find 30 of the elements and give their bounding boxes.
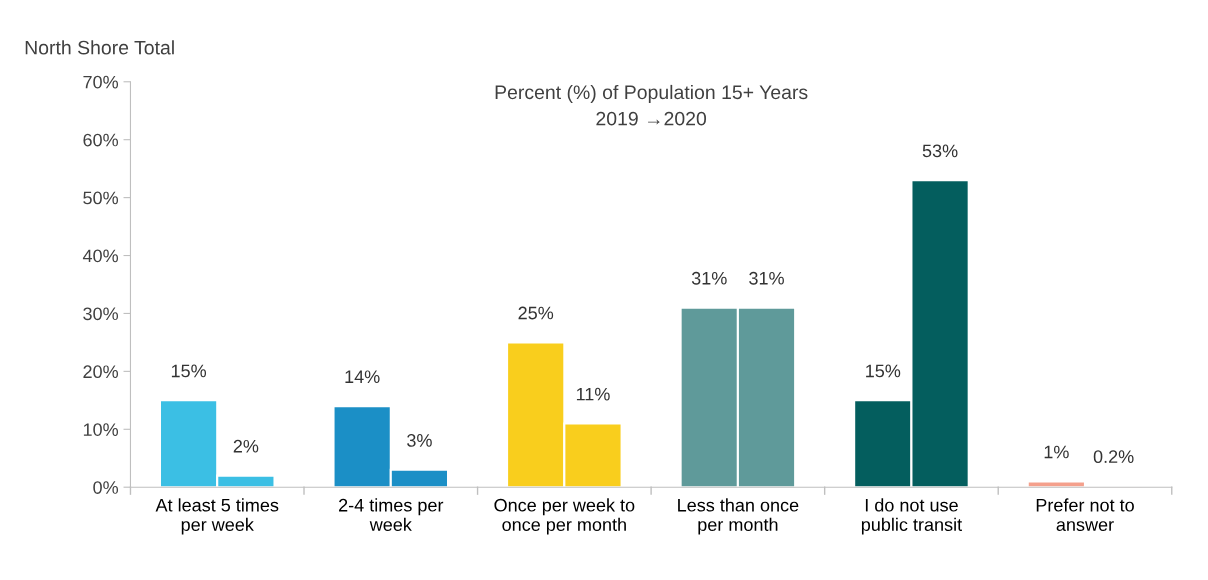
y-tick-label: 70%: [83, 75, 119, 89]
x-tick-label: I do not use public transit: [861, 498, 962, 535]
x-tick-label: 2-4 times per week: [339, 498, 444, 532]
data-label: 3%: [407, 434, 432, 447]
data-label: 11%: [576, 387, 610, 401]
data-label: 1%: [1044, 445, 1069, 459]
x-tick-label: At least 5 times per week: [155, 498, 279, 535]
y-tick-label: 20%: [83, 365, 119, 379]
data-label: 15%: [171, 364, 207, 378]
data-label: 14%: [345, 370, 380, 384]
x-tick-label: Prefer not to answer: [1036, 498, 1134, 532]
y-tick-label: 0%: [93, 481, 119, 494]
y-tick-label: 10%: [83, 423, 119, 436]
x-tick-label: Less than once per month: [678, 498, 799, 535]
y-tick-label: 40%: [82, 249, 119, 263]
data-label: 31%: [691, 271, 727, 285]
data-label: 15%: [866, 364, 901, 378]
text: 2019 →2020: [596, 111, 707, 126]
data-label: 31%: [749, 271, 784, 285]
chart-title: Percent (%) of Population 15+ Years: [495, 84, 808, 104]
bar: [1026, 480, 1087, 488]
y-tick-label: 30%: [83, 307, 119, 321]
text: North Shore Total: [25, 40, 174, 55]
y-tick-label: 50%: [83, 191, 119, 205]
x-tick-label: Once per week to once per month: [494, 498, 635, 535]
data-label: 25%: [518, 306, 554, 320]
data-label: 2%: [233, 439, 259, 453]
y-tick-label: 60%: [83, 133, 119, 147]
data-label: 53%: [922, 144, 958, 158]
data-label: 0.2%: [1093, 450, 1134, 464]
